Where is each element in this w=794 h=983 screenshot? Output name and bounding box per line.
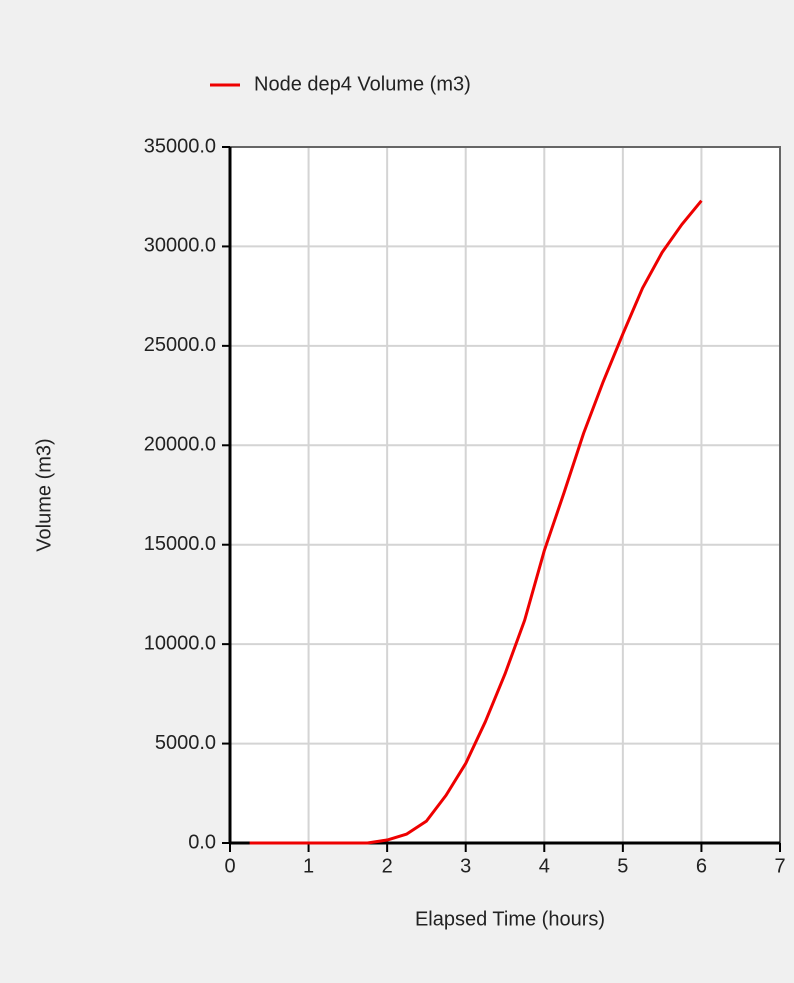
x-tick-label: 5 [617,855,628,877]
y-tick-label: 35000.0 [144,135,216,157]
plot-area [230,147,780,843]
grid [229,146,781,844]
y-tick-label: 0.0 [188,831,216,853]
legend-label: Node dep4 Volume (m3) [254,73,471,95]
y-tick-label: 10000.0 [144,632,216,654]
x-tick-label: 2 [382,855,393,877]
data-line [249,199,703,845]
y-tick-label: 30000.0 [144,235,216,257]
y-tick-label: 20000.0 [144,434,216,456]
y-axis-label: Volume (m3) [33,438,55,551]
x-tick-label: 4 [539,855,550,877]
x-tick-label: 3 [460,855,471,877]
y-tick-label: 15000.0 [144,533,216,555]
x-axis-label: Elapsed Time (hours) [415,908,605,930]
y-tick-label: 25000.0 [144,334,216,356]
x-tick-label: 0 [224,855,235,877]
x-tick-label: 1 [303,855,314,877]
y-tick-label: 5000.0 [155,732,216,754]
x-tick-label: 6 [696,855,707,877]
x-tick-label: 7 [774,855,785,877]
